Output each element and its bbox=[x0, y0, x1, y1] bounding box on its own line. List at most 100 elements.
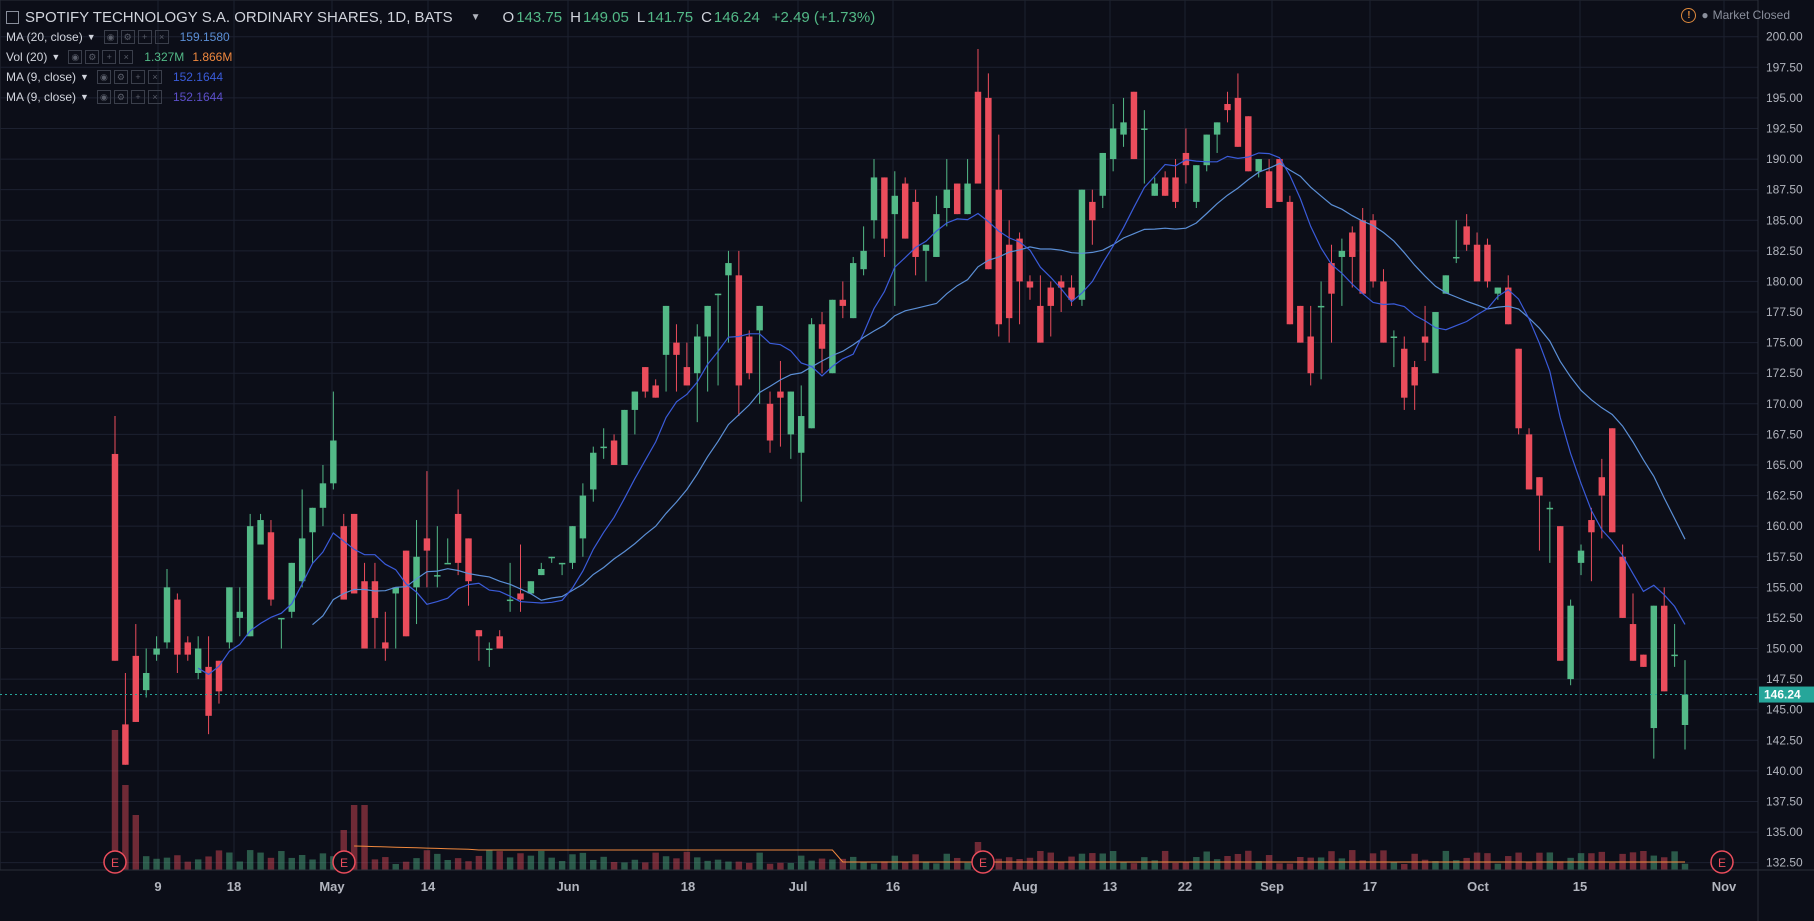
add-icon[interactable]: + bbox=[130, 70, 145, 84]
x-tick-label: Jun bbox=[556, 879, 579, 894]
candle bbox=[163, 568, 171, 649]
study-label[interactable]: MA (9, close) bbox=[6, 90, 77, 104]
volume-bar bbox=[1057, 862, 1065, 870]
candle-body bbox=[1193, 165, 1200, 202]
y-tick-label: 160.00 bbox=[1766, 519, 1803, 533]
candle-body bbox=[1598, 477, 1606, 496]
collapse-icon[interactable] bbox=[6, 10, 19, 24]
plot-frame bbox=[0, 0, 1759, 871]
candle-body bbox=[1546, 507, 1554, 510]
candle bbox=[652, 379, 659, 398]
candle-body bbox=[1057, 281, 1065, 288]
volume-bar bbox=[236, 861, 243, 870]
candle bbox=[1650, 605, 1658, 759]
add-icon[interactable]: + bbox=[102, 50, 117, 64]
candle bbox=[1505, 275, 1512, 325]
chevron-down-icon[interactable]: ▼ bbox=[86, 32, 96, 42]
candle bbox=[798, 385, 805, 502]
open-label: O bbox=[502, 8, 515, 26]
chevron-down-icon[interactable]: ▼ bbox=[80, 72, 89, 82]
settings-icon[interactable]: ⚙ bbox=[113, 90, 128, 104]
candle-body bbox=[1432, 312, 1439, 374]
close-icon[interactable]: × bbox=[154, 30, 169, 44]
volume-bar bbox=[891, 855, 899, 870]
earnings-marker[interactable]: E bbox=[103, 850, 127, 874]
volume-bar bbox=[340, 830, 347, 870]
study-value: 1.327M bbox=[144, 50, 185, 64]
volume-bar bbox=[288, 857, 295, 870]
study-ma9-b[interactable]: MA (9, close) ▼ ◉ ⚙ + × 152.1644 bbox=[6, 88, 223, 106]
market-status: ! ● Market Closed bbox=[1681, 6, 1790, 24]
candle bbox=[1213, 122, 1221, 153]
volume-bar bbox=[1109, 851, 1117, 870]
candle bbox=[465, 538, 472, 606]
chevron-down-icon[interactable]: ▼ bbox=[470, 11, 481, 23]
study-label[interactable]: Vol (20) bbox=[6, 50, 48, 64]
earnings-marker[interactable]: E bbox=[971, 850, 995, 874]
candle bbox=[1525, 428, 1533, 490]
high-value: 149.05 bbox=[582, 8, 629, 26]
volume-bar bbox=[621, 862, 628, 870]
candle bbox=[1442, 275, 1450, 294]
earnings-icon bbox=[332, 850, 356, 874]
x-tick-label: 15 bbox=[1573, 879, 1587, 894]
close-icon[interactable]: × bbox=[147, 70, 162, 84]
candle-body bbox=[1567, 605, 1574, 680]
y-tick-label: 162.50 bbox=[1766, 489, 1803, 503]
candle bbox=[714, 293, 722, 386]
warning-icon[interactable]: ! bbox=[1681, 7, 1697, 23]
candle-body bbox=[1276, 159, 1283, 202]
candle bbox=[454, 489, 462, 576]
y-tick-label: 197.50 bbox=[1766, 60, 1803, 74]
close-icon[interactable]: × bbox=[119, 50, 134, 64]
x-tick-label: 16 bbox=[886, 879, 900, 894]
candle bbox=[1307, 305, 1314, 386]
volume-bar bbox=[652, 852, 659, 870]
settings-icon[interactable]: ⚙ bbox=[85, 50, 100, 64]
add-icon[interactable]: + bbox=[130, 90, 145, 104]
visibility-icon[interactable]: ◉ bbox=[68, 50, 83, 64]
symbol-title[interactable]: SPOTIFY TECHNOLOGY S.A. ORDINARY SHARES,… bbox=[25, 8, 453, 26]
candle bbox=[1161, 171, 1169, 196]
candle bbox=[1619, 544, 1626, 618]
candle bbox=[600, 428, 607, 459]
candle bbox=[1338, 238, 1346, 306]
y-tick-label: 137.50 bbox=[1766, 794, 1803, 808]
study-ma9[interactable]: MA (9, close) ▼ ◉ ⚙ + × 152.1644 bbox=[6, 68, 223, 86]
chevron-down-icon[interactable]: ▼ bbox=[51, 52, 61, 62]
volume-bar bbox=[153, 858, 160, 870]
add-icon[interactable]: + bbox=[137, 30, 152, 44]
close-icon[interactable]: × bbox=[147, 90, 162, 104]
settings-icon[interactable]: ⚙ bbox=[120, 30, 135, 44]
visibility-icon[interactable]: ◉ bbox=[96, 90, 111, 104]
volume-bar bbox=[361, 805, 368, 870]
study-ma20[interactable]: MA (20, close) ▼ ◉ ⚙ + × 159.1580 bbox=[6, 28, 230, 46]
candle bbox=[1536, 477, 1543, 551]
visibility-icon[interactable]: ◉ bbox=[96, 70, 111, 84]
candle bbox=[1473, 232, 1481, 282]
earnings-marker[interactable]: E bbox=[1710, 850, 1734, 874]
candle-body bbox=[527, 581, 535, 594]
study-label[interactable]: MA (9, close) bbox=[6, 70, 77, 84]
volume-bar bbox=[486, 850, 493, 870]
candle-body bbox=[1494, 287, 1502, 294]
volume-bar bbox=[1193, 857, 1200, 870]
change-value: +2.49 (+1.73%) bbox=[771, 8, 876, 26]
earnings-marker[interactable]: E bbox=[332, 850, 356, 874]
study-label[interactable]: MA (20, close) bbox=[6, 30, 83, 44]
candle-body bbox=[964, 183, 971, 215]
volume-bar bbox=[1557, 861, 1564, 870]
candle bbox=[538, 562, 545, 576]
volume-bar bbox=[371, 859, 379, 870]
candle-body bbox=[153, 648, 160, 655]
volume-bar bbox=[402, 861, 410, 870]
volume-bar bbox=[246, 850, 254, 870]
candle-body bbox=[1577, 550, 1585, 563]
study-volume[interactable]: Vol (20) ▼ ◉ ⚙ + × 1.327M 1.866M bbox=[6, 48, 232, 66]
visibility-icon[interactable]: ◉ bbox=[103, 30, 118, 44]
candle-body bbox=[1037, 305, 1044, 343]
settings-icon[interactable]: ⚙ bbox=[113, 70, 128, 84]
chevron-down-icon[interactable]: ▼ bbox=[80, 92, 89, 102]
volume-bar bbox=[683, 851, 691, 870]
